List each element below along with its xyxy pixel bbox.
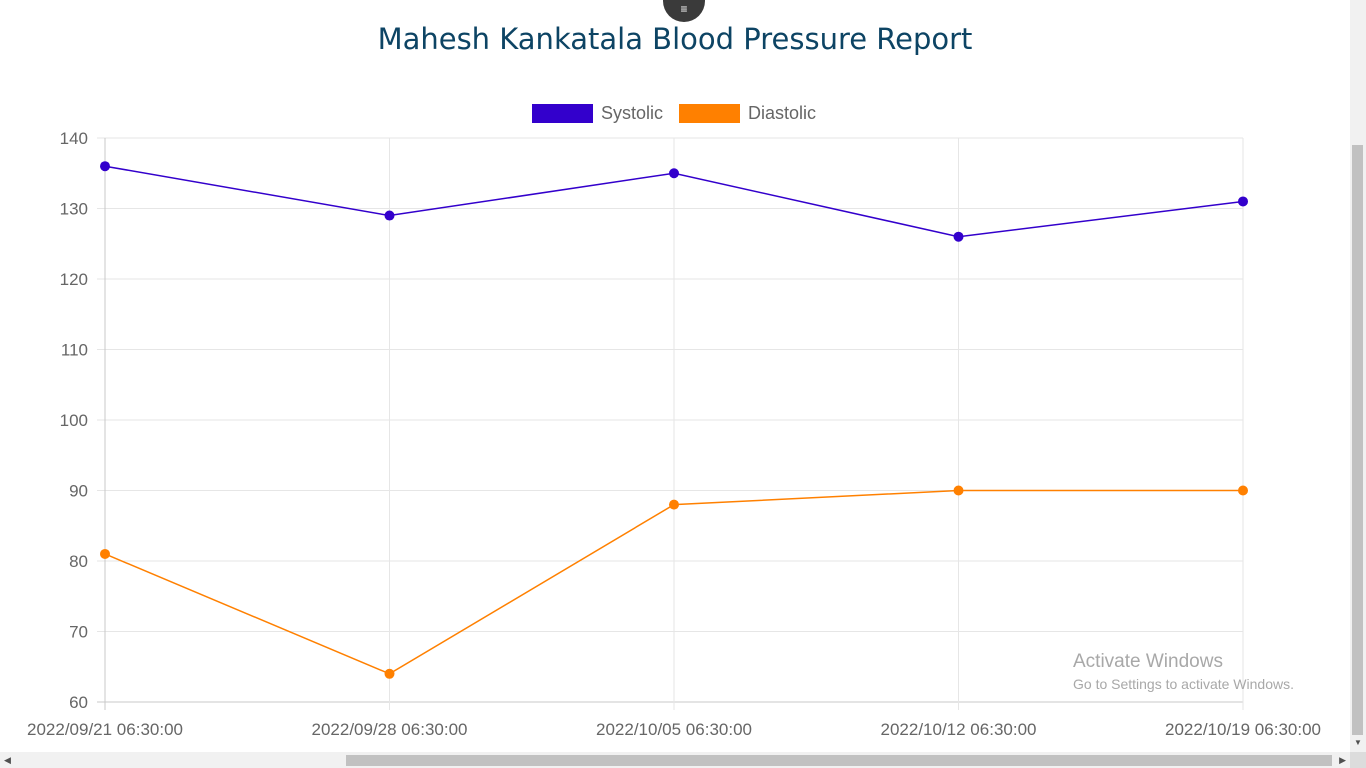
legend-item-diastolic: Diastolic bbox=[679, 103, 816, 123]
vertical-scrollbar[interactable]: ▼ bbox=[1350, 0, 1366, 752]
horizontal-scrollbar[interactable]: ◀ ▶ bbox=[0, 752, 1350, 768]
x-tick-label: 2022/09/21 06:30:00 bbox=[27, 720, 183, 739]
legend-label: Systolic bbox=[601, 103, 663, 123]
legend-swatch bbox=[679, 104, 740, 123]
x-tick-label: 2022/10/19 06:30:00 bbox=[1165, 720, 1321, 739]
scroll-down-arrow-icon[interactable]: ▼ bbox=[1354, 738, 1362, 747]
y-tick-label: 140 bbox=[60, 129, 88, 148]
x-tick-label: 2022/10/12 06:30:00 bbox=[881, 720, 1037, 739]
data-point-diastolic bbox=[1238, 485, 1248, 496]
data-point-systolic bbox=[669, 168, 679, 179]
scroll-left-arrow-icon[interactable]: ◀ bbox=[4, 755, 11, 765]
y-tick-label: 70 bbox=[69, 623, 88, 642]
horizontal-scroll-thumb[interactable] bbox=[346, 755, 1332, 766]
page-title: Mahesh Kankatala Blood Pressure Report bbox=[377, 22, 973, 56]
legend-swatch bbox=[532, 104, 593, 123]
menu-button[interactable]: ≡ bbox=[663, 0, 705, 22]
activate-windows-subtitle: Go to Settings to activate Windows. bbox=[1073, 676, 1294, 692]
y-tick-label: 100 bbox=[60, 411, 88, 430]
activate-windows-title: Activate Windows bbox=[1073, 651, 1223, 672]
data-point-diastolic bbox=[669, 499, 679, 510]
data-point-systolic bbox=[953, 231, 964, 242]
hamburger-menu-icon: ≡ bbox=[680, 2, 688, 16]
legend-item-systolic: Systolic bbox=[532, 103, 663, 123]
y-tick-label: 80 bbox=[69, 552, 88, 571]
y-tick-label: 90 bbox=[69, 482, 88, 501]
vertical-scroll-thumb[interactable] bbox=[1352, 145, 1363, 735]
blood-pressure-chart: 60 70 80 90 100 110 120 130 140 2022/09/21 06:30:… bbox=[27, 103, 1321, 739]
data-point-systolic bbox=[1238, 196, 1248, 207]
x-tick-label: 2022/10/05 06:30:00 bbox=[596, 720, 752, 739]
y-tick-label: 110 bbox=[61, 341, 88, 360]
x-tick-label: 2022/09/28 06:30:00 bbox=[312, 720, 468, 739]
data-point-diastolic bbox=[384, 668, 395, 679]
scroll-right-arrow-icon[interactable]: ▶ bbox=[1339, 755, 1346, 765]
legend-label: Diastolic bbox=[748, 103, 816, 123]
data-point-diastolic bbox=[953, 485, 964, 496]
data-point-systolic bbox=[100, 161, 110, 172]
y-tick-label: 130 bbox=[60, 200, 88, 219]
y-tick-label: 60 bbox=[69, 693, 88, 712]
scrollbar-corner bbox=[1350, 752, 1366, 768]
y-tick-label: 120 bbox=[60, 270, 88, 289]
data-point-diastolic bbox=[100, 548, 110, 559]
data-point-systolic bbox=[384, 210, 395, 221]
